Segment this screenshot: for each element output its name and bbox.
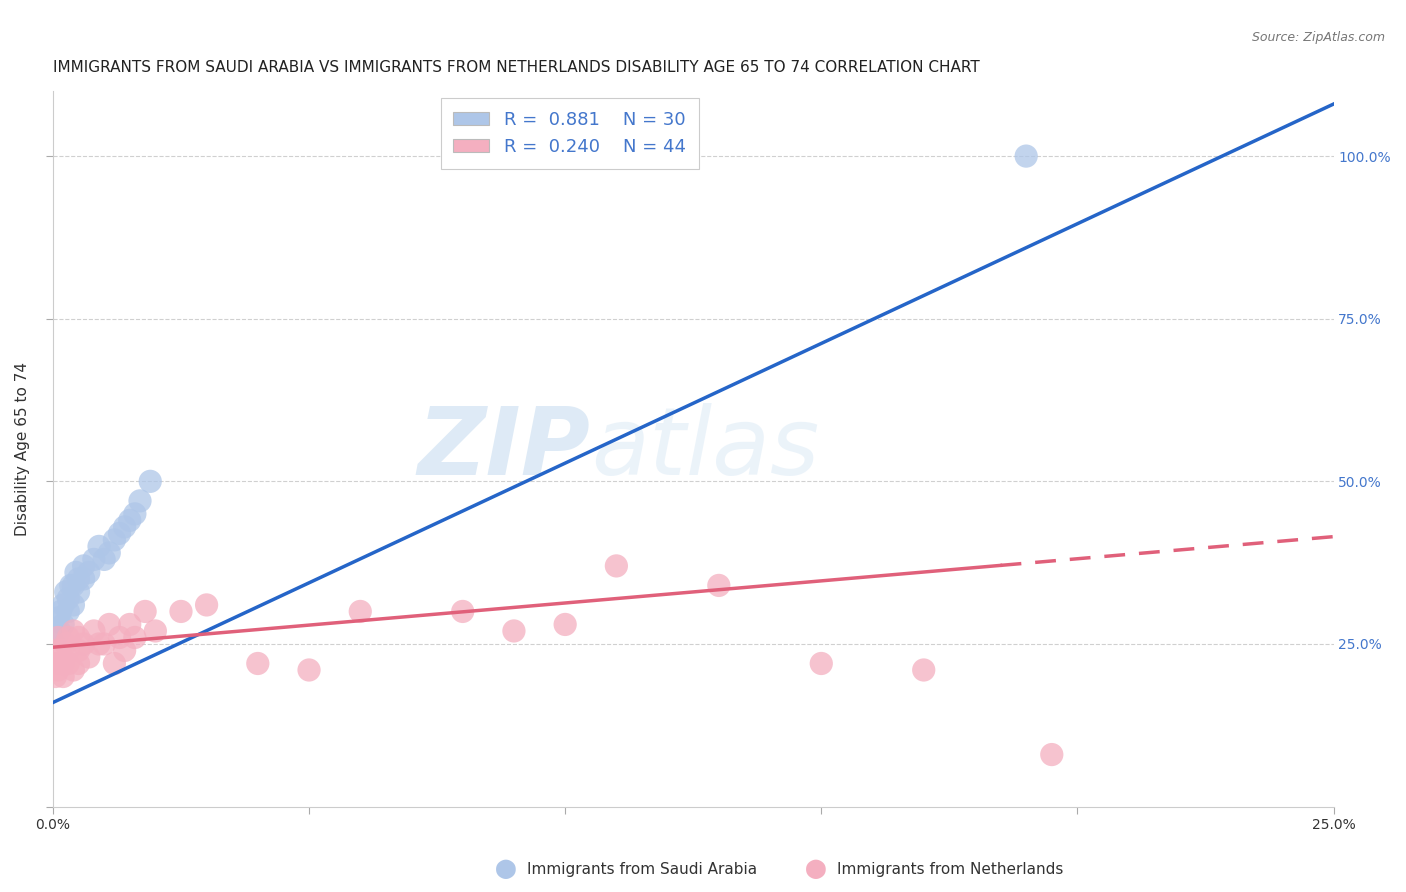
- Point: [810, 657, 832, 671]
- Point: [49, 643, 72, 657]
- Point: [46, 631, 69, 645]
- Point: [46, 643, 69, 657]
- Point: [52, 669, 75, 683]
- Point: [46, 663, 69, 677]
- Point: [451, 604, 474, 618]
- Point: [98, 617, 121, 632]
- Point: [62, 663, 84, 677]
- Point: [145, 624, 167, 638]
- Point: [44, 669, 66, 683]
- Point: [139, 475, 162, 489]
- Point: [103, 657, 125, 671]
- Point: [52, 598, 75, 612]
- Point: [87, 540, 110, 554]
- Point: [72, 572, 94, 586]
- Point: [62, 578, 84, 592]
- Point: [67, 572, 90, 586]
- Point: [93, 637, 115, 651]
- Point: [83, 624, 105, 638]
- Point: [67, 631, 90, 645]
- Point: [605, 558, 627, 573]
- Point: [103, 533, 125, 547]
- Point: [1015, 149, 1038, 163]
- Point: [48, 657, 70, 671]
- Point: [118, 617, 141, 632]
- Text: atlas: atlas: [591, 403, 820, 494]
- Point: [44, 657, 66, 671]
- Point: [195, 598, 218, 612]
- Text: Immigrants from Saudi Arabia: Immigrants from Saudi Arabia: [527, 863, 758, 877]
- Text: Source: ZipAtlas.com: Source: ZipAtlas.com: [1251, 31, 1385, 45]
- Point: [58, 643, 80, 657]
- Point: [349, 604, 371, 618]
- Point: [62, 624, 84, 638]
- Point: [83, 552, 105, 566]
- Point: [124, 507, 146, 521]
- Point: [58, 657, 80, 671]
- Point: [93, 552, 115, 566]
- Point: [72, 637, 94, 651]
- Point: [77, 566, 100, 580]
- Point: [503, 624, 526, 638]
- Point: [129, 494, 152, 508]
- Point: [108, 631, 131, 645]
- Point: [554, 617, 576, 632]
- Point: [58, 631, 80, 645]
- Point: [62, 598, 84, 612]
- Point: [77, 650, 100, 665]
- Point: [118, 513, 141, 527]
- Point: [46, 611, 69, 625]
- Point: [108, 526, 131, 541]
- Legend: R =  0.881    N = 30, R =  0.240    N = 44: R = 0.881 N = 30, R = 0.240 N = 44: [446, 103, 693, 163]
- Point: [67, 585, 90, 599]
- Point: [98, 546, 121, 560]
- Text: ⬤: ⬤: [804, 860, 827, 880]
- Point: [48, 624, 70, 638]
- Text: ⬤: ⬤: [495, 860, 517, 880]
- Y-axis label: Disability Age 65 to 74: Disability Age 65 to 74: [15, 362, 30, 536]
- Point: [58, 604, 80, 618]
- Point: [65, 566, 87, 580]
- Point: [707, 578, 730, 592]
- Text: Immigrants from Netherlands: Immigrants from Netherlands: [837, 863, 1063, 877]
- Point: [87, 637, 110, 651]
- Point: [52, 657, 75, 671]
- Point: [246, 657, 269, 671]
- Text: IMMIGRANTS FROM SAUDI ARABIA VS IMMIGRANTS FROM NETHERLANDS DISABILITY AGE 65 TO: IMMIGRANTS FROM SAUDI ARABIA VS IMMIGRAN…: [53, 60, 980, 75]
- Point: [298, 663, 321, 677]
- Point: [170, 604, 193, 618]
- Point: [52, 617, 75, 632]
- Point: [134, 604, 156, 618]
- Point: [55, 585, 77, 599]
- Point: [114, 520, 136, 534]
- Point: [124, 631, 146, 645]
- Point: [67, 657, 90, 671]
- Point: [49, 604, 72, 618]
- Point: [114, 643, 136, 657]
- Point: [67, 643, 90, 657]
- Point: [59, 578, 82, 592]
- Point: [1040, 747, 1063, 762]
- Point: [58, 591, 80, 606]
- Text: ZIP: ZIP: [418, 403, 591, 495]
- Point: [912, 663, 935, 677]
- Point: [72, 558, 94, 573]
- Point: [55, 637, 77, 651]
- Point: [44, 631, 66, 645]
